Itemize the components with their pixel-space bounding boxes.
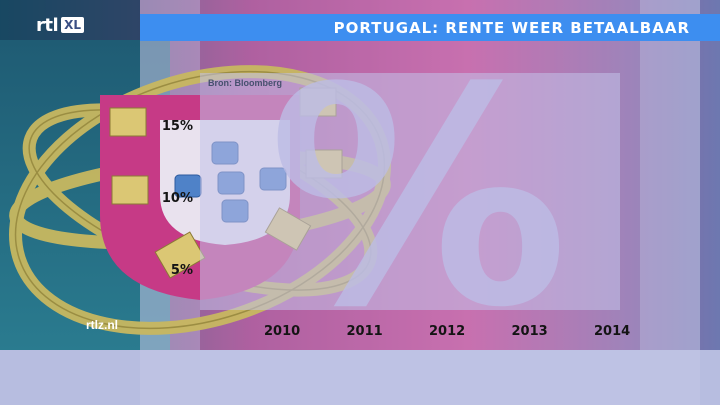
chart-title: PORTUGAL: RENTE WEER BETAALBAAR xyxy=(333,18,690,37)
channel-logo: rtl XL xyxy=(36,14,85,36)
chart-panel xyxy=(200,73,620,310)
y-tick-label: 5% xyxy=(170,263,193,278)
percent-symbol: % xyxy=(268,24,569,373)
logo-rtl-text: rtl xyxy=(36,14,59,36)
logo-xl-badge: XL xyxy=(61,17,85,33)
x-tick-label: 2012 xyxy=(429,324,466,339)
y-tick-label: 10% xyxy=(161,191,193,206)
website-label: rtlz.nl xyxy=(86,318,118,332)
x-tick-label: 2013 xyxy=(511,324,548,339)
source-label: Bron: Bloomberg xyxy=(208,78,282,88)
y-tick-label: 15% xyxy=(161,119,193,134)
x-tick-label: 2011 xyxy=(346,324,383,339)
title-bar: PORTUGAL: RENTE WEER BETAALBAAR xyxy=(140,14,720,41)
x-tick-label: 2010 xyxy=(264,324,301,339)
x-tick-label: 2014 xyxy=(594,324,631,339)
